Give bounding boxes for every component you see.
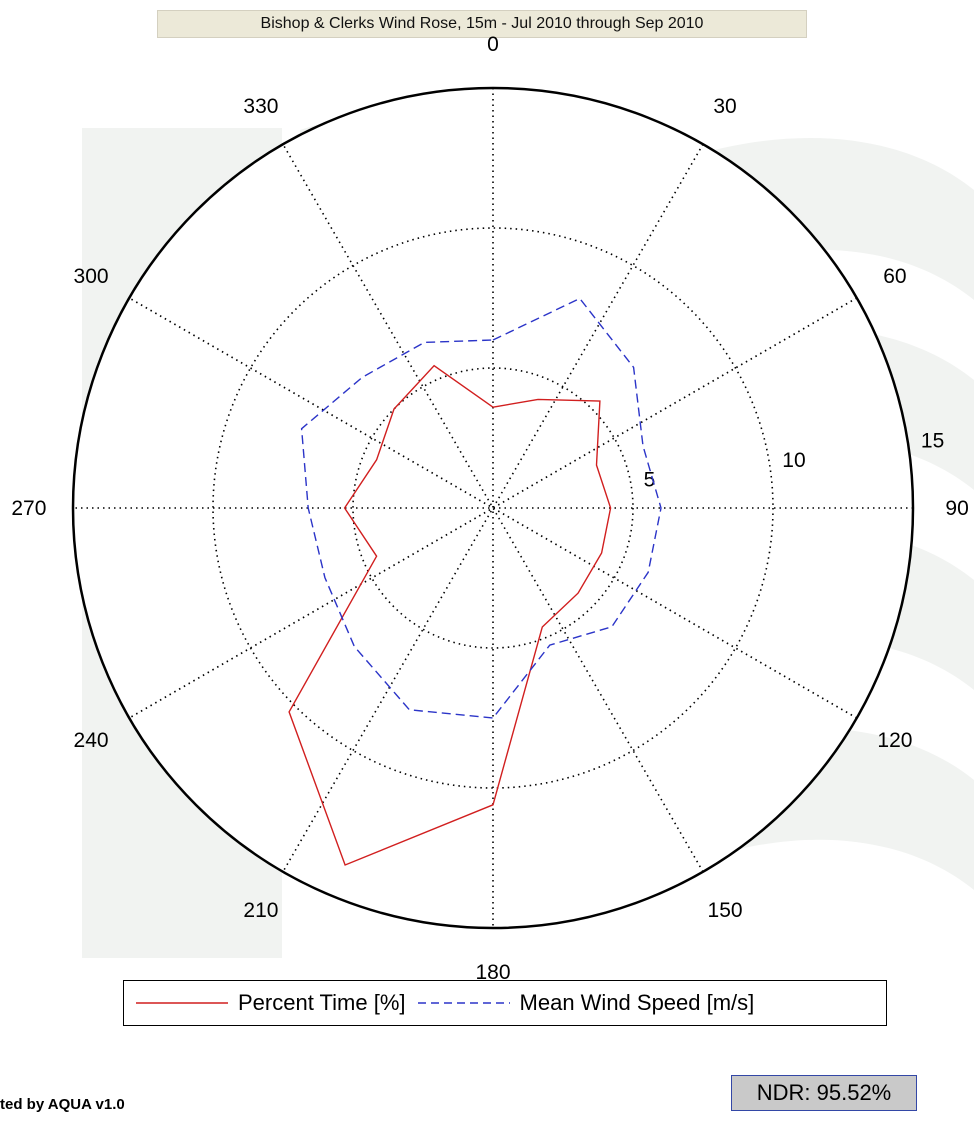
radial-grid-circle [212, 227, 774, 789]
legend-swatch-mean-wind-speed [417, 1002, 510, 1004]
angle-tick-label: 270 [11, 497, 46, 520]
angle-tick-label: 180 [475, 961, 510, 984]
legend-label-percent-time: Percent Time [%] [238, 990, 406, 1015]
angular-grid-spoke [282, 143, 704, 873]
angle-tick-label: 120 [877, 729, 912, 752]
legend: Percent Time [%] Mean Wind Speed [m/s] [123, 980, 887, 1026]
angle-tick-label: 90 [945, 497, 968, 520]
polar-background [73, 88, 913, 928]
legend-swatch-percent-time [136, 1002, 228, 1004]
angular-grid-spoke [282, 143, 704, 873]
angle-tick-label: 210 [243, 899, 278, 922]
radial-grid-circle [352, 367, 634, 649]
radial-tick-label: 15 [921, 430, 944, 453]
angular-grid-spoke [128, 297, 858, 719]
angle-tick-label: 60 [883, 265, 906, 288]
angular-grid-spoke [128, 297, 858, 719]
polar-outer-circle [71, 86, 915, 930]
chart-title: Bishop & Clerks Wind Rose, 15m - Jul 201… [157, 10, 807, 38]
radial-tick-label: 5 [644, 469, 656, 492]
footer-credit: ted by AQUA v1.0 [0, 1096, 125, 1113]
angle-tick-label: 330 [243, 95, 278, 118]
legend-label-mean-wind-speed: Mean Wind Speed [m/s] [519, 990, 755, 1015]
ndr-badge: NDR: 95.52% [731, 1075, 917, 1111]
angle-tick-label: 240 [74, 729, 109, 752]
angle-tick-label: 150 [708, 899, 743, 922]
angle-tick-label: 30 [713, 95, 736, 118]
angle-tick-label: 300 [74, 265, 109, 288]
angle-tick-label: 0 [487, 33, 499, 56]
radial-tick-label: 10 [782, 449, 805, 472]
